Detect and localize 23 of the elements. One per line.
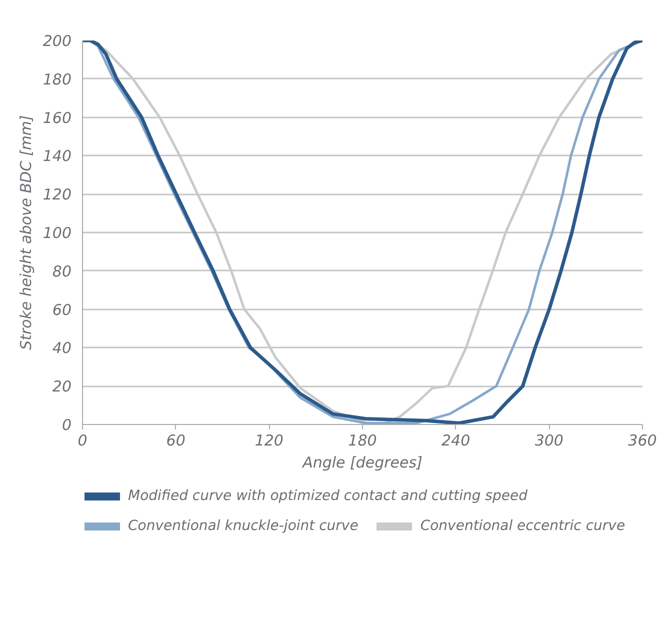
y-tick-label: 200 [42,32,72,50]
legend-label: Conventional eccentric curve [420,518,626,534]
y-tick-label: 20 [52,378,72,396]
x-tick-label: 300 [534,432,564,450]
x-tick-label: 240 [442,432,470,450]
y-tick-label: 0 [62,416,72,434]
y-tick-label: 80 [52,262,72,280]
y-tick-label: 120 [42,186,72,204]
x-axis-title: Angle [degrees] [302,454,423,472]
x-tick-label: 360 [628,432,657,450]
y-tick-label: 100 [42,224,72,242]
legend-label: Modified curve with optimized contact and cutting speed [128,488,528,504]
y-tick-label: 60 [52,300,72,319]
y-tick-label: 180 [42,70,72,88]
y-tick-label: 160 [42,108,72,127]
y-tick-label: 140 [42,147,72,166]
x-tick-label: 120 [254,432,284,450]
y-tick-label: 40 [52,339,72,358]
legend-label: Conventional knuckle-joint curve [128,518,358,534]
x-tick-label: 180 [348,432,377,450]
x-tick-label: 60 [166,432,186,450]
x-tick-label: 0 [78,432,88,450]
y-axis-title: Stroke height above BDC [mm] [16,114,35,350]
